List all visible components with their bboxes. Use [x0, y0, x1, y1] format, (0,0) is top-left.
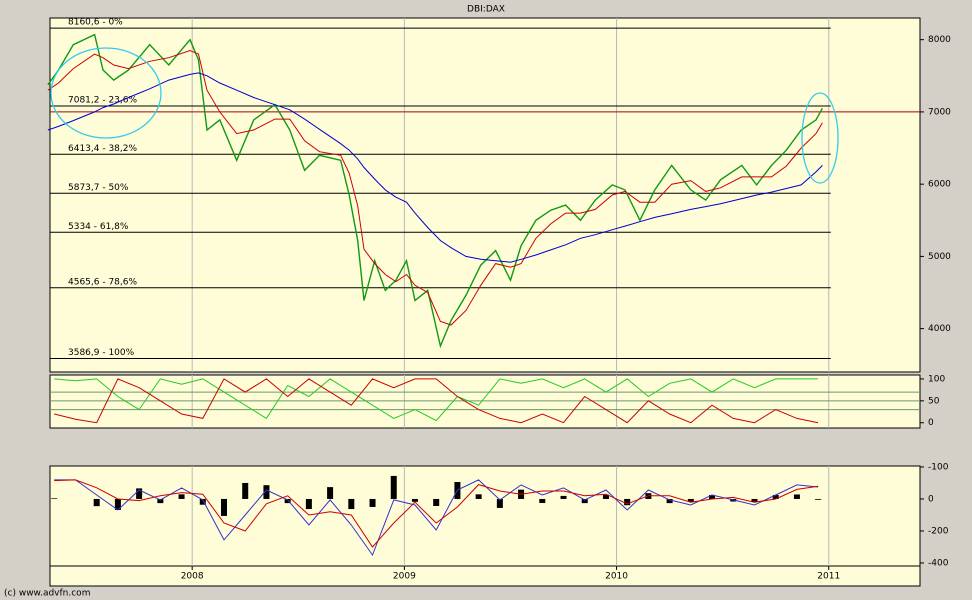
- level-label: 7081,2 - 23,6%: [68, 96, 137, 106]
- series-line: [54, 479, 819, 557]
- y-tick-label: -200: [928, 526, 949, 536]
- annotation-ellipse: [801, 92, 839, 184]
- level-label: 5873,7 - 50%: [68, 183, 129, 193]
- level-label: 6413,4 - 38,2%: [68, 144, 137, 154]
- x-tick-label: 2009: [393, 572, 416, 582]
- histogram-bar: [666, 498, 673, 504]
- price-panel: [49, 17, 921, 373]
- histogram-bar: [327, 487, 334, 499]
- histogram-bar: [411, 498, 418, 502]
- y-tick-label: 0: [928, 418, 934, 428]
- histogram-bar: [242, 482, 249, 499]
- y-tick-label: 4000: [928, 324, 951, 334]
- histogram-bar: [390, 475, 397, 499]
- chart-title: DBI:DAX: [467, 5, 505, 15]
- series-line: [54, 378, 819, 422]
- x-tick-label: 2010: [605, 572, 628, 582]
- histogram-bar: [221, 498, 227, 516]
- plot-layer: 2008 2009 2010 2011400050006000700080008160…: [47, 18, 951, 582]
- histogram-bar: [348, 498, 355, 510]
- level-label: 4565,6 - 78,6%: [68, 277, 137, 287]
- histogram-bar: [114, 498, 121, 510]
- y-tick-label: 50: [928, 396, 940, 406]
- series-line: [54, 479, 819, 548]
- histogram-bar: [199, 498, 206, 505]
- histogram-bar: [136, 488, 143, 499]
- histogram-bar: [539, 498, 546, 503]
- histogram-bar: [687, 498, 694, 502]
- series-line: [47, 72, 823, 263]
- histogram-bar: [305, 498, 312, 510]
- series-line: [54, 378, 819, 424]
- histogram-bar: [815, 498, 822, 500]
- x-tick-label: 2011: [817, 572, 840, 582]
- histogram-bar: [284, 498, 291, 504]
- histogram-bar: [581, 498, 588, 504]
- histogram-bar: [178, 494, 185, 499]
- histogram-bar: [709, 494, 716, 499]
- histogram-bar: [496, 498, 503, 508]
- histogram-bar: [602, 494, 609, 499]
- annotation-ellipse: [50, 47, 162, 139]
- histogram-bar: [475, 494, 482, 499]
- histogram-bar: [772, 494, 779, 499]
- series-line: [47, 49, 823, 326]
- histogram-bar: [263, 485, 270, 499]
- series-line: [47, 33, 824, 349]
- histogram-bar: [751, 498, 758, 502]
- y-tick-label: 8000: [928, 35, 951, 45]
- histogram-bar: [433, 498, 440, 506]
- y-tick-label: -100: [928, 462, 949, 472]
- level-label: 8160,6 - 0%: [68, 18, 123, 28]
- histogram-bar: [93, 498, 100, 507]
- aroon-panel: [49, 374, 921, 429]
- histogram-bar: [369, 498, 376, 507]
- y-tick-label: 6000: [928, 180, 951, 190]
- level-label: 3586,9 - 100%: [68, 348, 135, 358]
- y-tick-label: 100: [928, 374, 945, 384]
- histogram-bar: [51, 498, 58, 499]
- level-label: 5334 - 61,8%: [68, 222, 129, 232]
- x-tick-label: 2008: [181, 572, 204, 582]
- histogram-bar: [560, 495, 567, 499]
- y-tick-label: -400: [928, 558, 949, 568]
- histogram-bar: [157, 498, 164, 504]
- y-tick-label: 0: [928, 494, 934, 504]
- y-tick-label: 5000: [928, 252, 951, 262]
- footer: (c) www.advfn.com: [4, 589, 90, 599]
- histogram-bar: [624, 498, 631, 506]
- y-tick-label: 7000: [928, 107, 951, 117]
- histogram-bar: [793, 494, 800, 499]
- macd-panel: [49, 465, 921, 567]
- x-axis-panel: [49, 565, 921, 587]
